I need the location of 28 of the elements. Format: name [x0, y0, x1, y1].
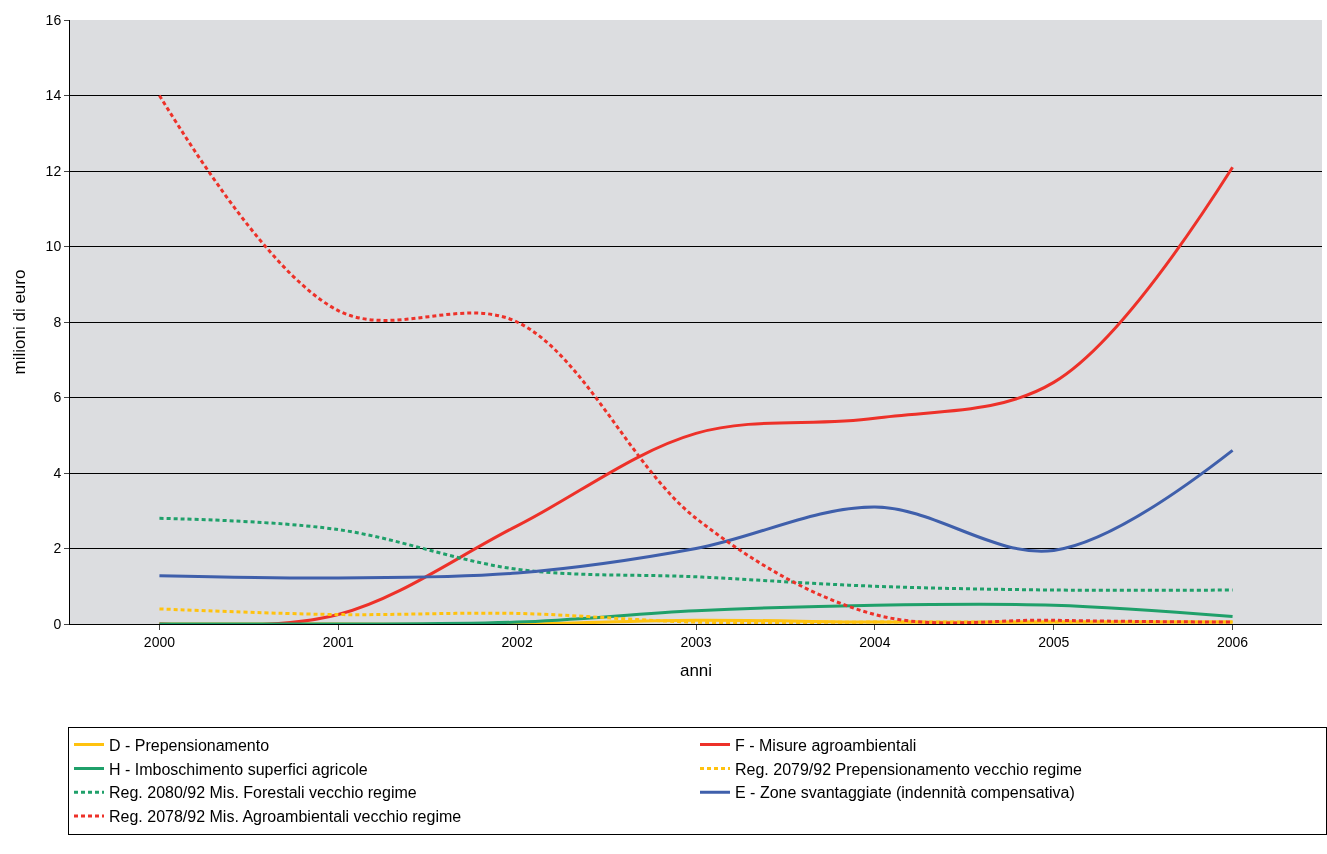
x-tick-label: 2002 [501, 633, 533, 650]
y-axis-title: milioni di euro [10, 269, 30, 375]
y-tick-label: 12 [45, 162, 62, 179]
legend-label: E - Zone svantaggiate (indennità compensativa) [735, 784, 1075, 802]
y-tick-label: 8 [53, 313, 62, 330]
x-tick-label: 2000 [143, 633, 176, 650]
y-tick-label: 6 [53, 389, 62, 406]
y-tick-label: 10 [45, 238, 62, 255]
x-tick-label: 2005 [1038, 633, 1070, 650]
y-tick-label: 4 [53, 464, 62, 481]
x-axis-title: anni [679, 661, 713, 681]
legend-label: Reg. 2078/92 Mis. Agroambientali vecchio regime [109, 808, 462, 826]
y-tick-label: 14 [45, 87, 62, 104]
legend-label: D - Prepensionamento [109, 736, 270, 754]
legend-label: Reg. 2080/92 Mis. Forestali vecchio regime [109, 784, 417, 802]
legend-label: H - Imboschimento superfici agricole [109, 760, 368, 778]
line-series [157, 448, 1235, 580]
x-tick-label: 2004 [859, 633, 891, 650]
line-series [157, 516, 1235, 592]
legend-label: Reg. 2079/92 Prepensionamento vecchio regime [735, 760, 1082, 778]
x-tick-label: 2006 [1216, 633, 1249, 650]
y-tick-label: 2 [53, 540, 62, 557]
y-tick-label: 16 [45, 11, 62, 28]
line-series [157, 602, 1235, 624]
y-tick-label: 0 [53, 615, 62, 632]
x-tick-label: 2003 [680, 633, 712, 650]
legend-label: F - Misure agroambientali [735, 736, 917, 754]
x-tick-label: 2001 [322, 633, 355, 650]
